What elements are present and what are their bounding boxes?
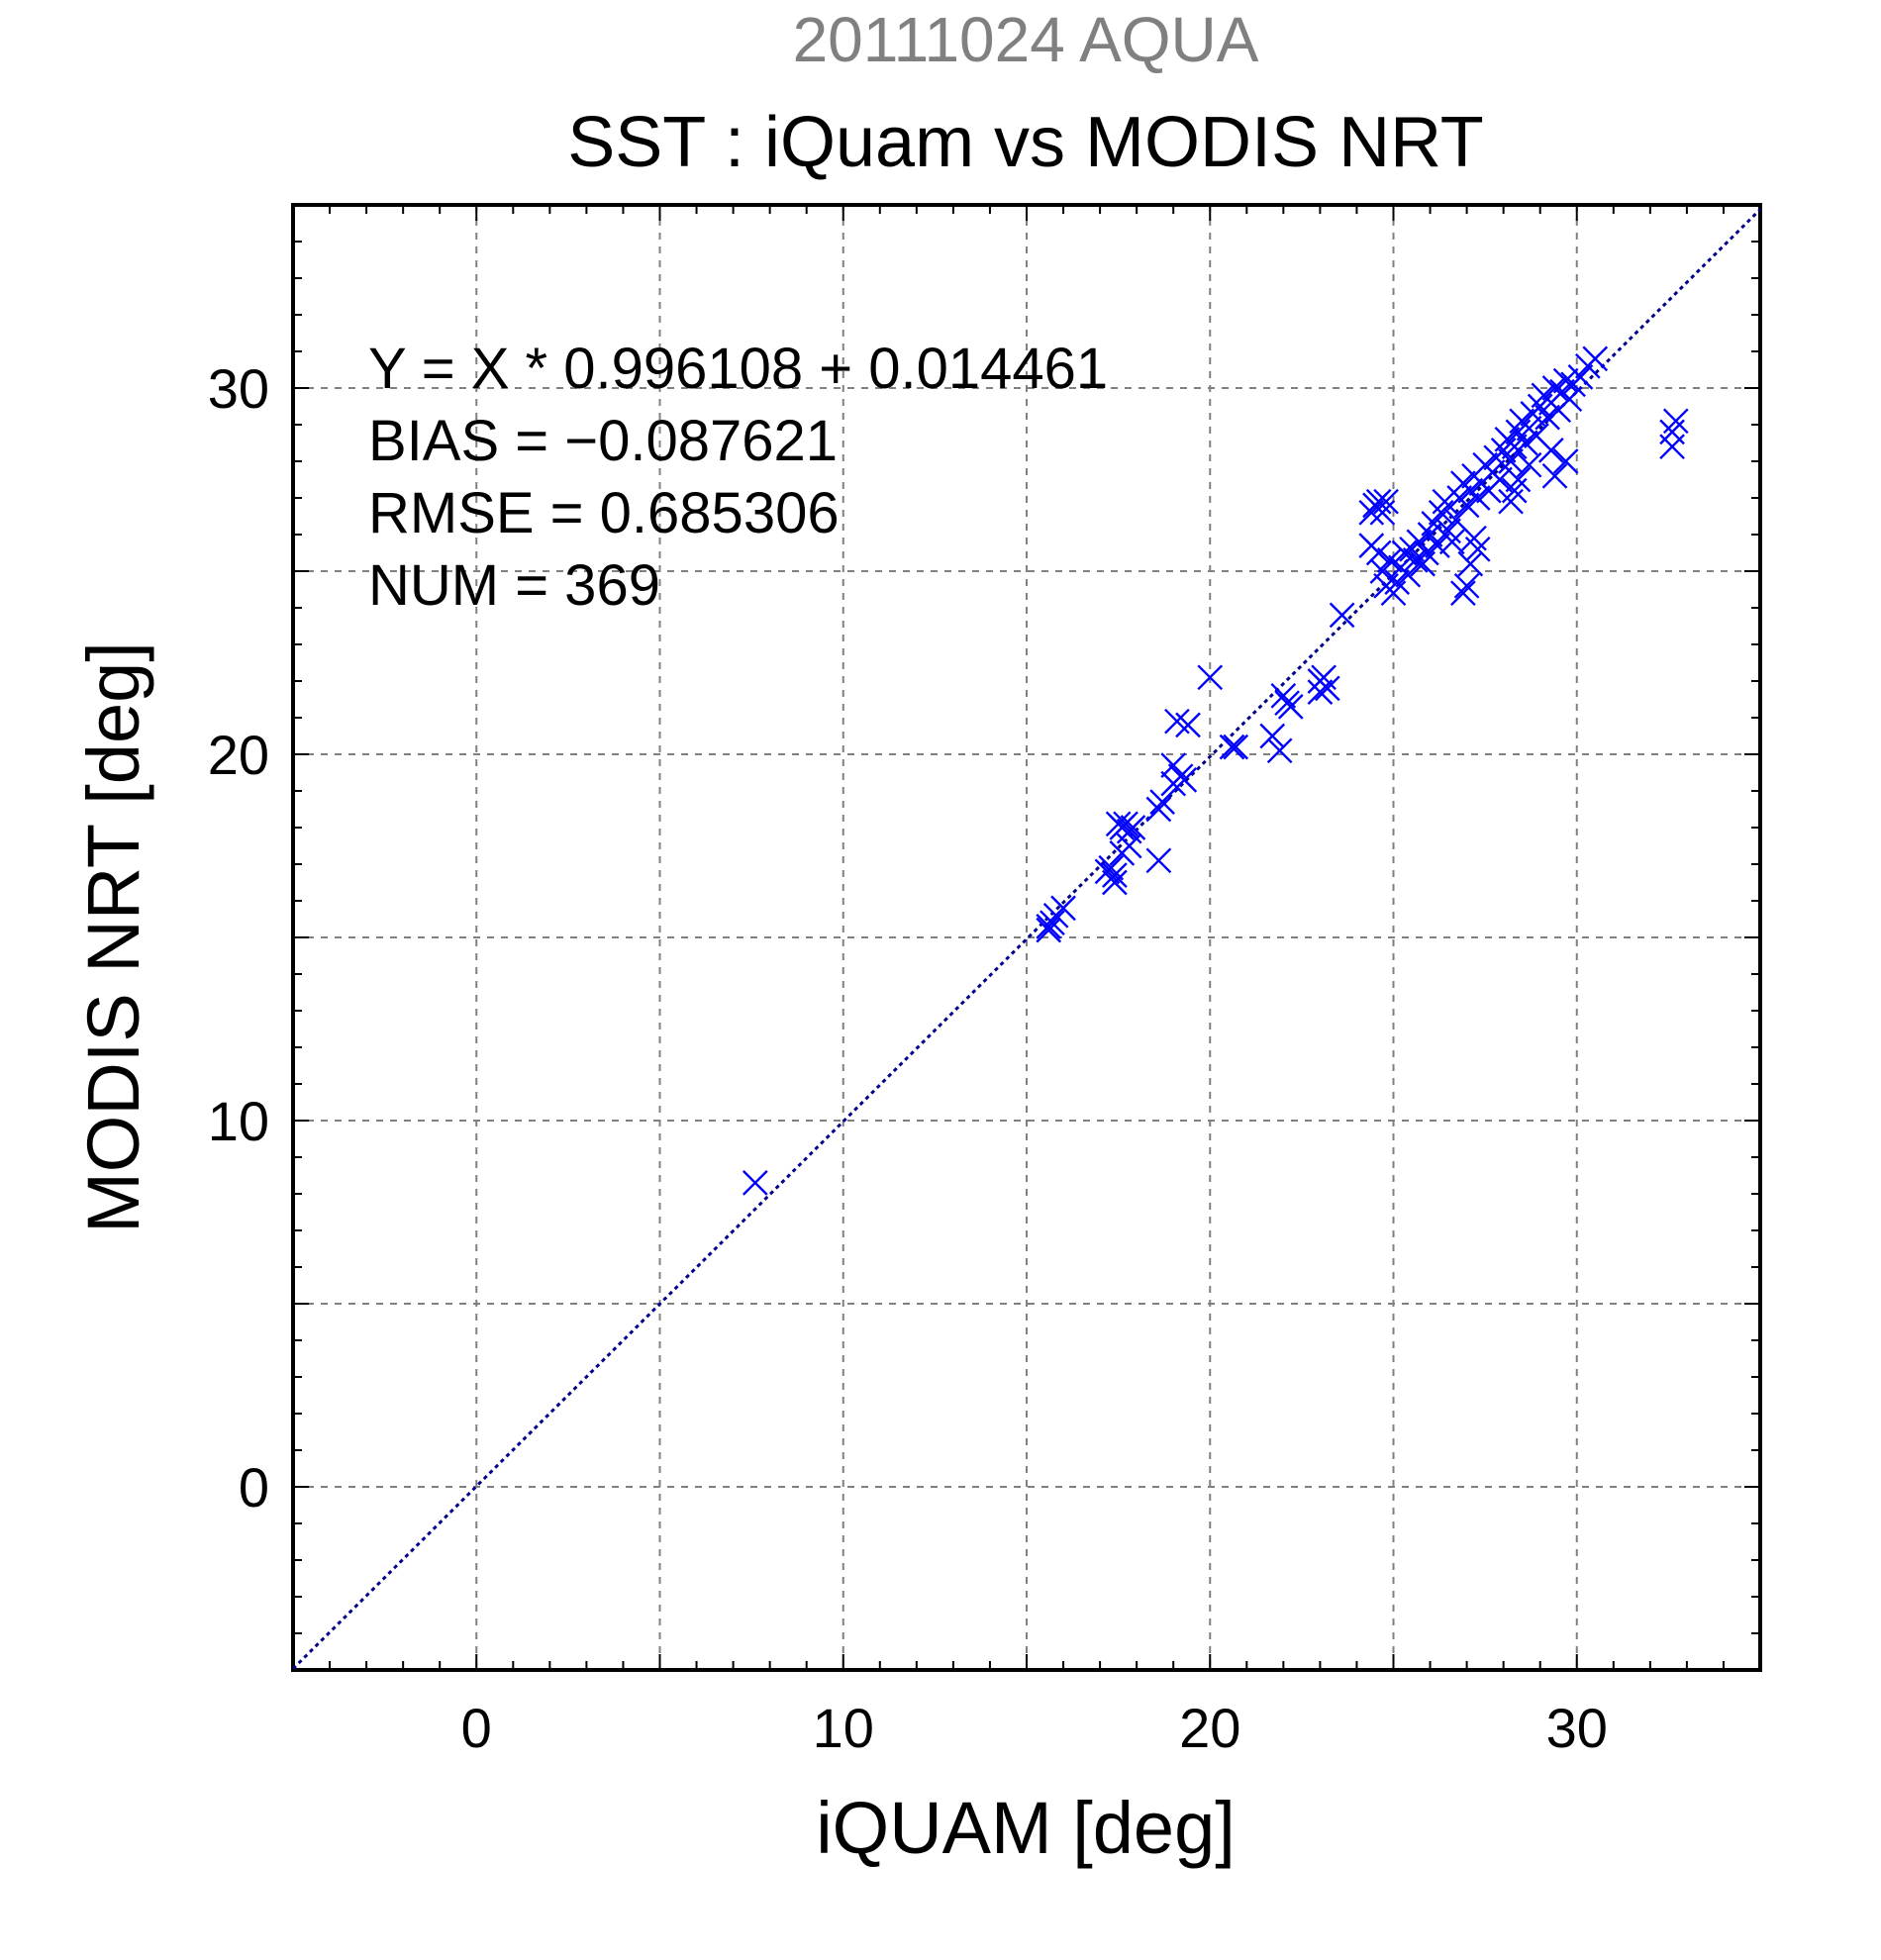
chart-supertitle: 20111024 AQUA (793, 4, 1259, 75)
grid (293, 205, 1760, 1670)
data-point (1358, 499, 1385, 526)
data-point (1314, 675, 1340, 702)
data-point (1556, 386, 1583, 412)
data-point (1036, 917, 1062, 943)
data-point (1505, 466, 1532, 493)
data-point (1171, 767, 1198, 793)
annotation-bias: BIAS = −0.087621 (368, 409, 838, 473)
data-point (1487, 466, 1513, 493)
data-point (1329, 602, 1355, 629)
x-axis-label: iQUAM [deg] (816, 1787, 1236, 1869)
data-point (1149, 789, 1175, 815)
data-point (1219, 734, 1245, 760)
data-point (1516, 451, 1542, 478)
data-point (1050, 895, 1076, 922)
data-point (1534, 404, 1560, 431)
stats-annotation: Y = X * 0.996108 + 0.014461 BIAS = −0.08… (368, 337, 1108, 618)
data-point (1270, 682, 1297, 709)
data-point (1384, 569, 1411, 595)
data-point (1145, 796, 1172, 823)
data-point (1098, 854, 1125, 881)
data-point (1537, 438, 1564, 463)
data-point (1307, 679, 1334, 705)
data-point (1425, 533, 1450, 558)
data-point (1582, 345, 1609, 372)
data-point (1105, 811, 1132, 837)
data-point (1145, 847, 1172, 874)
annotation-fit-equation: Y = X * 0.996108 + 0.014461 (368, 337, 1108, 401)
data-point (1376, 547, 1403, 573)
data-point (1391, 539, 1418, 566)
data-points (742, 345, 1689, 1196)
data-point (1662, 408, 1689, 435)
data-point (1373, 488, 1399, 515)
x-tick-label: 20 (1179, 1697, 1240, 1759)
data-point (1160, 752, 1187, 778)
x-tick-label: 30 (1546, 1697, 1608, 1759)
data-point (1450, 580, 1476, 607)
data-point (1365, 539, 1392, 566)
data-point (1552, 448, 1579, 474)
y-tick-label: 30 (208, 357, 269, 420)
annotation-num: NUM = 369 (368, 553, 660, 618)
y-tick-labels: 0 10 20 30 (208, 357, 269, 1519)
data-point (1541, 462, 1568, 489)
data-point (1453, 572, 1480, 599)
y-axis-label: MODIS NRT [deg] (72, 641, 154, 1233)
x-tick-label: 0 (461, 1697, 492, 1759)
data-point (1197, 664, 1224, 691)
data-point (1464, 536, 1491, 562)
data-point (1223, 734, 1249, 760)
data-point (1120, 815, 1146, 840)
y-tick-label: 10 (208, 1090, 269, 1152)
data-point (1102, 869, 1128, 896)
data-point (1113, 811, 1138, 837)
data-point (1464, 485, 1491, 511)
data-point (1457, 550, 1484, 577)
y-tick-label: 20 (208, 724, 269, 786)
data-point (1438, 529, 1465, 555)
data-point (1659, 434, 1685, 460)
data-point (1259, 723, 1286, 749)
data-point (1567, 364, 1594, 390)
data-point (1175, 712, 1201, 738)
data-point (1513, 430, 1538, 456)
x-tick-labels: 0 10 20 30 (461, 1697, 1608, 1759)
data-point (1266, 737, 1293, 764)
data-point (1102, 862, 1128, 888)
data-point (1395, 561, 1422, 588)
annotation-rmse: RMSE = 0.685306 (368, 481, 840, 545)
data-point (1498, 488, 1524, 515)
plot-frame (291, 203, 1762, 1672)
x-tick-label: 10 (813, 1697, 874, 1759)
data-point (1277, 694, 1304, 720)
data-point (742, 1170, 768, 1196)
chart-title: SST : iQuam vs MODIS NRT (567, 103, 1484, 182)
y-tick-label: 0 (239, 1456, 269, 1519)
data-point (1040, 910, 1065, 936)
data-point (1453, 492, 1480, 519)
